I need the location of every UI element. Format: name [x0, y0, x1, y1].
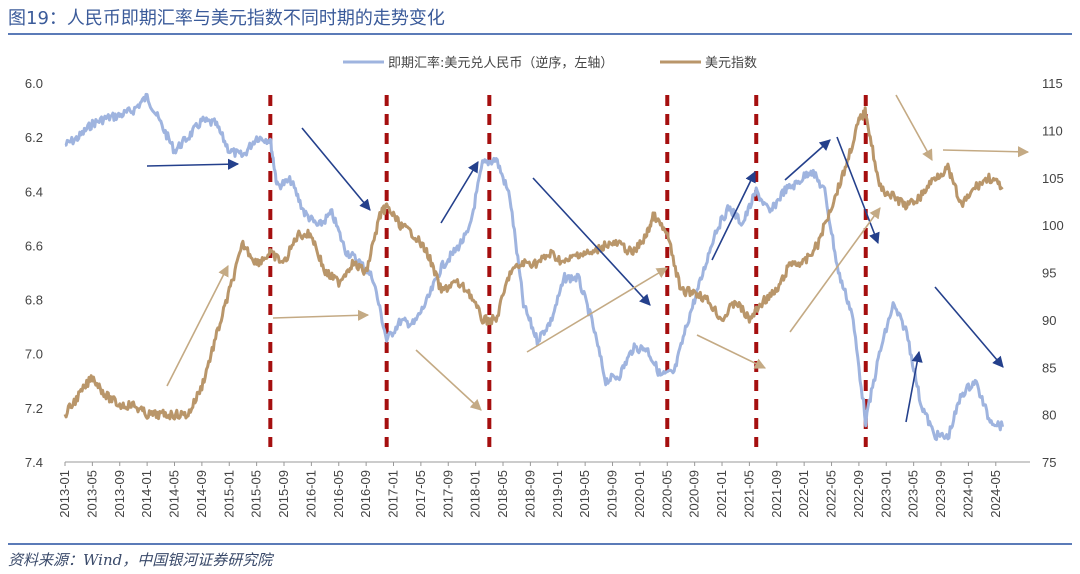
x-tick-label: 2017-01 — [386, 470, 401, 518]
source-note: 资料来源：Wind，中国银河证券研究院 — [8, 551, 273, 569]
x-tick-label: 2024-01 — [960, 470, 975, 518]
x-tick-label: 2023-05 — [906, 470, 921, 518]
x-tick-label: 2013-09 — [112, 470, 127, 518]
x-tick-label: 2019-05 — [577, 470, 592, 518]
y-left-tick-label: 7.0 — [25, 347, 43, 362]
y-right-tick-label: 110 — [1042, 123, 1063, 138]
x-tick-label: 2017-09 — [440, 470, 455, 518]
x-tick-label: 2021-01 — [714, 470, 729, 518]
x-tick-label: 2018-05 — [495, 470, 510, 518]
trend-arrows — [146, 94, 1030, 423]
x-tick-label: 2015-05 — [249, 470, 264, 518]
x-tick-label: 2017-05 — [413, 470, 428, 518]
x-tick-label: 2013-01 — [57, 470, 72, 518]
y-right-tick-label: 115 — [1042, 76, 1063, 91]
x-tick-label: 2019-09 — [605, 470, 620, 518]
y-right-tick-label: 75 — [1042, 455, 1056, 470]
y-left-tick-label: 6.8 — [25, 293, 43, 308]
x-tick-label: 2016-09 — [358, 470, 373, 518]
figure-title: 图19：人民币即期汇率与美元指数不同时期的走势变化 — [8, 8, 445, 29]
x-tick-label: 2014-05 — [167, 470, 182, 518]
x-tick-label: 2013-05 — [84, 470, 99, 518]
trend-arrow — [942, 146, 1030, 158]
x-tick-label: 2018-09 — [522, 470, 537, 518]
y-left-tick-label: 6.4 — [25, 184, 43, 199]
x-tick-label: 2022-09 — [851, 470, 866, 518]
legend-label: 即期汇率:美元兑人民币（逆序，左轴） — [388, 55, 613, 71]
x-tick-label: 2018-01 — [468, 470, 483, 518]
x-tick-label: 2022-05 — [824, 470, 839, 518]
y-right-tick-label: 90 — [1042, 313, 1056, 328]
y-left-tick-label: 7.4 — [25, 455, 43, 470]
source-rule — [8, 543, 1072, 545]
trend-arrow — [895, 94, 933, 161]
y-right-tick-label: 105 — [1042, 171, 1064, 186]
trend-arrow — [789, 207, 881, 333]
chart: 2013-01 2013-05 2013-09 2014-01 2014-05 2014-… — [25, 55, 1064, 518]
trend-arrow — [836, 136, 880, 245]
y-right-tick-label: 100 — [1042, 218, 1064, 233]
trend-arrow — [166, 265, 229, 387]
x-tick-label: 2020-01 — [632, 470, 647, 518]
x-tick-label: 2021-09 — [769, 470, 784, 518]
x-tick-label: 2016-05 — [331, 470, 346, 518]
x-tick-label: 2019-01 — [550, 470, 565, 518]
x-tick-label: 2023-01 — [878, 470, 893, 518]
x-tick-label: 2024-05 — [988, 470, 1003, 518]
trend-arrow — [440, 161, 479, 224]
trend-arrow — [532, 177, 651, 306]
series-lines — [63, 92, 1005, 442]
x-tick-label: 2023-09 — [933, 470, 948, 518]
x-tick-label: 2020-09 — [687, 470, 702, 518]
x-tick-label: 2015-01 — [221, 470, 236, 518]
trend-arrow — [784, 139, 831, 181]
trend-arrow — [905, 350, 923, 423]
trend-arrow — [696, 334, 767, 369]
trend-arrow — [272, 309, 370, 321]
legend-label: 美元指数 — [705, 56, 757, 71]
x-tick-label: 2020-05 — [659, 470, 674, 518]
y-right-tick-label: 95 — [1042, 266, 1056, 281]
y-left-tick-label: 6.6 — [25, 238, 43, 253]
y-right-tick-label: 80 — [1042, 408, 1056, 423]
vertical-markers — [268, 95, 868, 447]
x-tick-label: 2014-09 — [194, 470, 209, 518]
x-tick-label: 2021-05 — [741, 470, 756, 518]
trend-arrow — [301, 127, 371, 211]
trend-arrow — [146, 158, 240, 170]
title-rule — [8, 33, 1072, 35]
x-tick-label: 2016-01 — [303, 470, 318, 518]
x-tick-label: 2014-01 — [139, 470, 154, 518]
legend: 即期汇率:美元兑人民币（逆序，左轴） 美元指数 — [343, 55, 757, 71]
y-right-tick-label: 85 — [1042, 360, 1056, 375]
chart-axes: 2013-01 2013-05 2013-09 2014-01 2014-05 2014-… — [25, 76, 1064, 518]
trend-arrow — [711, 170, 756, 261]
y-left-tick-label: 7.2 — [25, 401, 43, 416]
trend-arrow — [415, 349, 482, 411]
series-line — [64, 92, 1005, 442]
y-left-tick-label: 6.2 — [25, 130, 43, 145]
x-tick-label: 2015-09 — [276, 470, 291, 518]
trend-arrow — [934, 286, 1004, 368]
y-left-tick-label: 6.0 — [25, 76, 43, 91]
trend-arrow — [526, 267, 668, 353]
series-line — [63, 106, 1004, 421]
x-tick-label: 2022-01 — [796, 470, 811, 518]
